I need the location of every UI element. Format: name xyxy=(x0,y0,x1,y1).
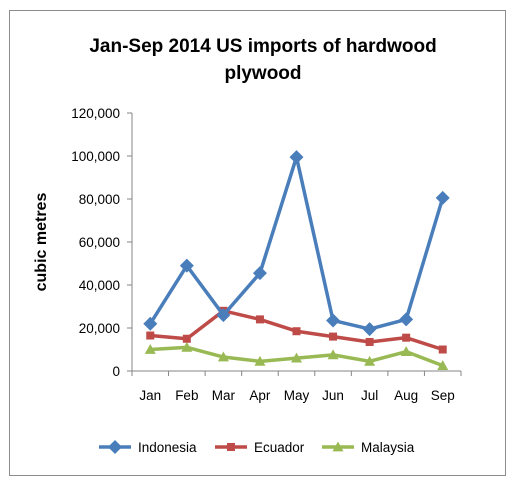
data-point-ecuador xyxy=(329,332,338,341)
y-tick-label: 0 xyxy=(112,364,120,379)
data-point-malaysia xyxy=(364,355,376,366)
x-tick-label: Sep xyxy=(431,388,455,403)
data-point-malaysia xyxy=(327,349,339,360)
data-point-ecuador xyxy=(292,327,301,336)
y-tick-label: 20,000 xyxy=(79,321,120,336)
data-point-ecuador xyxy=(438,345,447,354)
chart-area xyxy=(9,10,506,476)
data-point-malaysia xyxy=(400,346,412,357)
x-tick-label: Jul xyxy=(361,388,378,403)
x-tick-label: Jan xyxy=(139,388,161,403)
data-point-ecuador xyxy=(365,337,374,346)
data-point-ecuador xyxy=(182,334,191,343)
legend-label-ecuador: Ecuador xyxy=(254,440,305,455)
y-tick-label: 40,000 xyxy=(79,278,120,293)
data-point-malaysia xyxy=(254,355,266,366)
x-tick-label: Jun xyxy=(322,388,344,403)
data-point-ecuador xyxy=(402,333,411,342)
legend-marker-indonesia xyxy=(108,440,122,454)
x-tick-label: Aug xyxy=(394,388,418,403)
y-tick-label: 120,000 xyxy=(71,106,120,121)
x-tick-label: May xyxy=(284,388,310,403)
data-point-indonesia xyxy=(399,312,414,327)
data-point-indonesia xyxy=(252,266,267,281)
data-point-indonesia xyxy=(216,308,231,323)
data-point-malaysia xyxy=(217,351,229,362)
legend-label-malaysia: Malaysia xyxy=(361,440,415,455)
legend-marker-ecuador xyxy=(227,443,235,451)
legend-label-indonesia: Indonesia xyxy=(138,440,197,455)
y-axis-label: cubic metres xyxy=(33,193,50,292)
chart-title-line-1: Jan-Sep 2014 US imports of hardwood xyxy=(89,36,436,57)
chart-title-line-2: plywood xyxy=(224,63,301,84)
data-point-ecuador xyxy=(255,315,264,324)
data-point-indonesia xyxy=(289,150,304,165)
y-tick-label: 80,000 xyxy=(79,192,120,207)
data-point-malaysia xyxy=(144,344,156,354)
x-tick-label: Apr xyxy=(249,388,271,403)
y-tick-label: 60,000 xyxy=(79,235,120,250)
data-point-malaysia xyxy=(437,360,449,371)
data-point-indonesia xyxy=(362,322,377,337)
x-tick-label: Feb xyxy=(175,388,198,403)
legend-marker-malaysia xyxy=(332,441,344,452)
data-point-indonesia xyxy=(143,316,158,331)
data-point-indonesia xyxy=(179,258,194,273)
data-point-malaysia xyxy=(181,341,193,352)
data-point-indonesia xyxy=(326,313,341,328)
data-point-malaysia xyxy=(291,352,302,363)
data-point-indonesia xyxy=(435,190,450,205)
series-line-indonesia xyxy=(148,155,445,331)
x-tick-label: Mar xyxy=(212,388,236,403)
y-tick-label: 100,000 xyxy=(71,149,120,164)
data-point-ecuador xyxy=(146,331,155,340)
